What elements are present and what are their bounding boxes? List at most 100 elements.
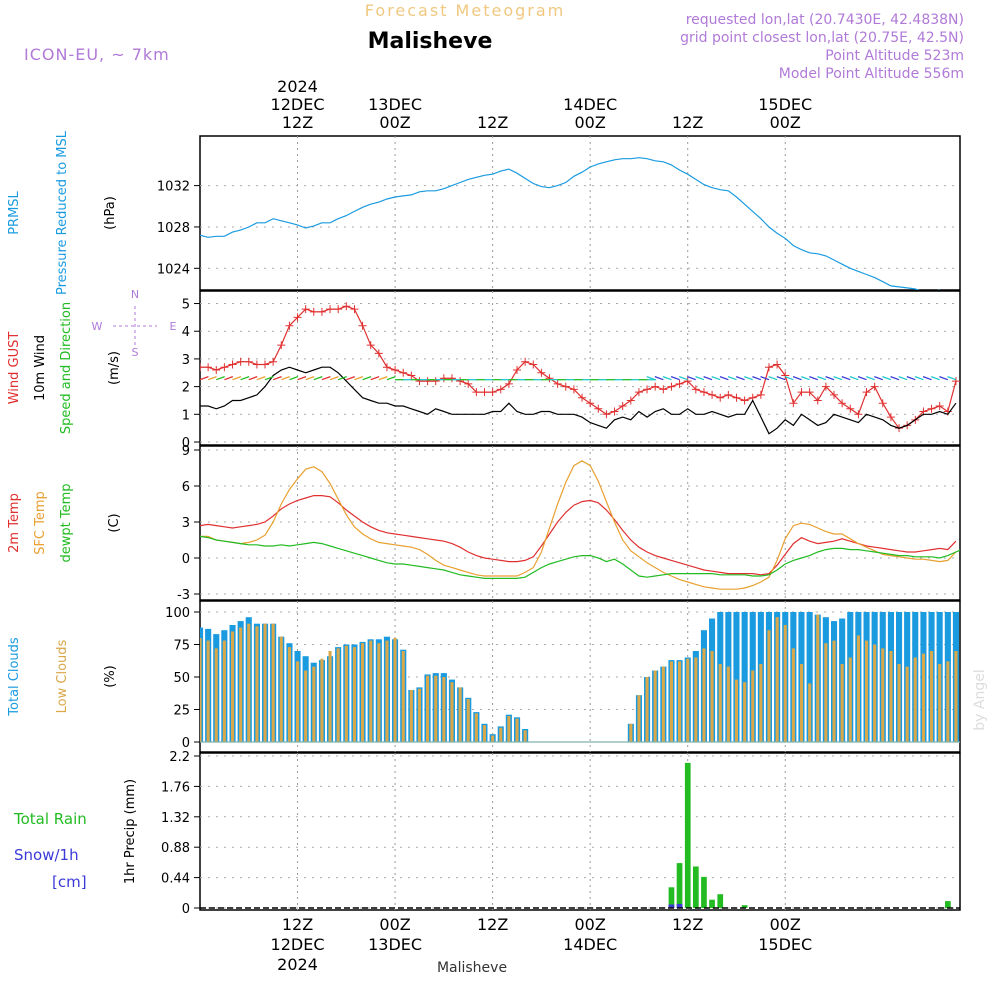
gust-marker [773, 360, 782, 369]
y-tick-label: 0.44 [161, 872, 190, 887]
gust-marker [447, 374, 456, 383]
panel-frame [199, 135, 961, 291]
gust-marker [805, 388, 814, 397]
wind-direction-arrow [744, 376, 753, 381]
bottom-time-label: 00Z [574, 915, 605, 934]
gust-marker [683, 377, 692, 386]
wind-direction-arrow [670, 376, 680, 381]
gust-marker [578, 393, 587, 402]
top-time-label: 15DEC [758, 95, 812, 114]
wind-direction-arrow [313, 376, 323, 381]
bar-low [450, 682, 454, 742]
wind-direction-arrow [703, 376, 713, 381]
y-axis-label: Wind GUST [7, 332, 22, 405]
bar-low [824, 643, 828, 742]
series-group [200, 157, 940, 290]
bottom-time-label: 00Z [379, 915, 410, 934]
bar-low [921, 653, 925, 742]
gust-marker [407, 371, 416, 380]
bar-low [848, 657, 852, 742]
gust-marker [504, 379, 513, 388]
wind-direction-arrow [849, 376, 859, 381]
y-tick-label: 3 [182, 353, 190, 368]
gust-marker [927, 404, 936, 413]
wind-direction-arrow [264, 376, 274, 381]
gust-marker [699, 388, 708, 397]
bar-low [767, 630, 771, 742]
wind-direction-arrow [784, 376, 794, 381]
gust-marker [277, 341, 286, 350]
wind-direction-arrow [386, 376, 396, 381]
bar-low [686, 658, 690, 742]
wind-direction-arrow [930, 376, 940, 381]
bar-low [200, 638, 202, 742]
bar-rain [676, 863, 683, 908]
wind-direction-arrow [240, 376, 250, 381]
watermark: by Angel [972, 669, 988, 730]
gust-marker [472, 388, 481, 397]
y-tick-label: -3 [177, 588, 190, 603]
bar-low [385, 640, 389, 742]
y-tick-label: 1032 [157, 180, 190, 195]
legend-label: Total Rain [13, 810, 87, 828]
bar-low [694, 657, 698, 742]
wind-direction-arrow [289, 376, 299, 381]
gust-marker [269, 357, 278, 366]
location-title: Malisheve [368, 29, 493, 54]
gust-marker [236, 357, 245, 366]
gust-marker [821, 382, 830, 391]
gust-marker [870, 382, 879, 391]
bar-low [426, 675, 430, 742]
series-group [200, 612, 960, 743]
wind-direction-arrow [232, 376, 242, 381]
gust-marker [285, 321, 294, 330]
bar-low [856, 635, 860, 742]
gust-marker [854, 410, 863, 419]
bar-rain [693, 866, 699, 908]
gust-marker [838, 399, 847, 408]
bar-low [352, 647, 356, 742]
wind-direction-arrow [646, 376, 656, 381]
bottom-time-label: 00Z [770, 915, 801, 934]
wind-direction-arrow [256, 376, 266, 381]
gust-marker [764, 363, 773, 372]
wind-direction-arrow [216, 376, 225, 381]
bar-low [401, 651, 405, 742]
wind-direction-arrow [711, 376, 721, 381]
bar-low [800, 664, 804, 742]
bar-rain [709, 899, 715, 908]
bar-low [434, 675, 438, 742]
gust-marker [797, 388, 806, 397]
top-time-label: 00Z [379, 113, 410, 132]
gust-marker [200, 363, 204, 372]
gust-marker [317, 307, 326, 316]
compass-cross [113, 306, 157, 346]
bar-total [741, 612, 748, 742]
gust-marker [602, 410, 611, 419]
gust-marker [740, 396, 749, 405]
wind-direction-arrow [224, 376, 234, 381]
bar-low [726, 666, 730, 742]
wind-direction-arrow [727, 376, 737, 381]
bar-rain [945, 901, 951, 908]
bar-low [328, 651, 332, 742]
bar-low [775, 617, 779, 742]
gust-marker [334, 305, 343, 314]
gust-marker [643, 385, 652, 394]
wind-direction-arrow [346, 376, 355, 381]
gust-marker [651, 382, 660, 391]
y-axis-label: Low Clouds [55, 639, 70, 713]
gust-marker [244, 357, 253, 366]
y-tick-label: 0.88 [161, 841, 190, 856]
gust-marker [521, 357, 530, 366]
bar-low [751, 670, 755, 742]
bar-low [222, 640, 226, 742]
y-axis-label: (hPa) [103, 196, 118, 230]
legend-label: Snow/1h [14, 846, 79, 864]
gust-marker [220, 363, 229, 372]
series-line-wind10m [200, 366, 957, 435]
wind-direction-arrow [370, 376, 380, 381]
gust-marker [626, 396, 635, 405]
bar-low [743, 682, 747, 742]
series-group [200, 460, 960, 590]
